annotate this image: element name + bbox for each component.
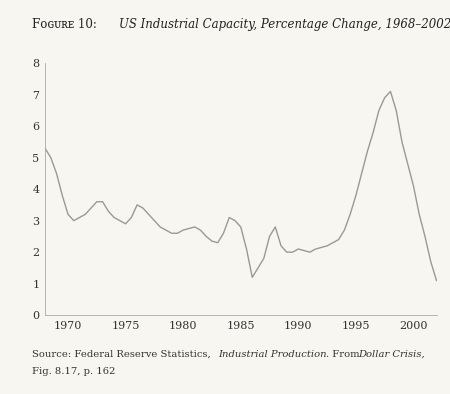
Text: . From: . From [326, 349, 363, 359]
Text: Source: Federal Reserve Statistics,: Source: Federal Reserve Statistics, [32, 349, 213, 359]
Text: Dollar Crisis,: Dollar Crisis, [358, 349, 424, 359]
Text: Fig. 8.17, p. 162: Fig. 8.17, p. 162 [32, 367, 115, 376]
Text: Fᴏɢᴜʀᴇ 10:: Fᴏɢᴜʀᴇ 10: [32, 18, 100, 31]
Text: Industrial Production: Industrial Production [218, 349, 327, 359]
Text: US Industrial Capacity, Percentage Change, 1968–2002: US Industrial Capacity, Percentage Chang… [119, 18, 450, 31]
